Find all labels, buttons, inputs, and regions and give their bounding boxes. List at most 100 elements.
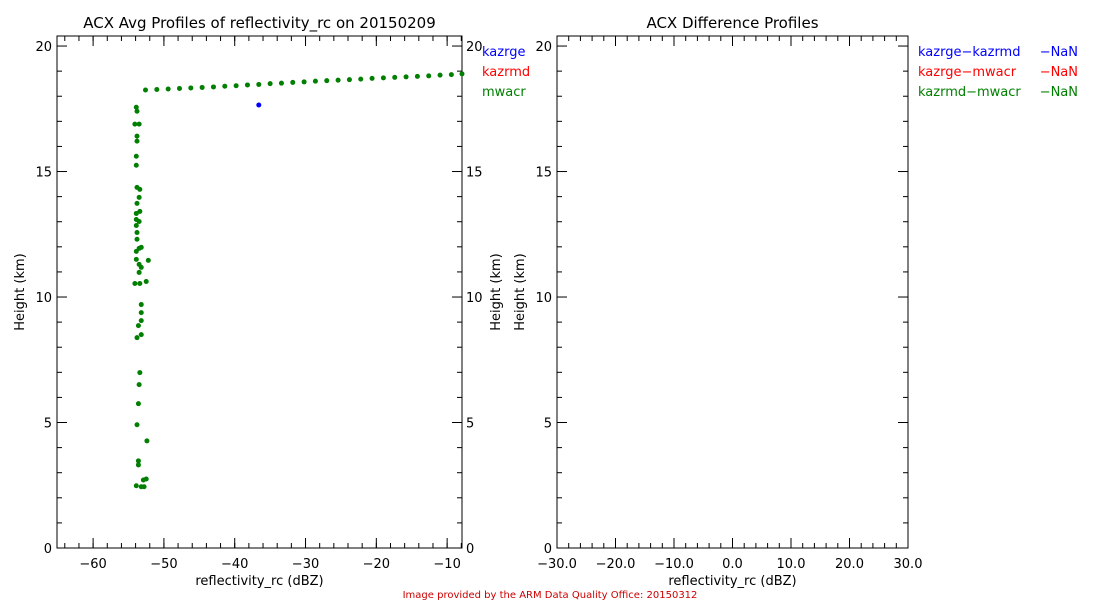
data-point: [256, 102, 262, 108]
data-point: [136, 269, 142, 275]
data-point: [136, 382, 142, 388]
x-tick-label: −50: [150, 557, 177, 572]
data-point: [437, 72, 443, 78]
data-point: [138, 302, 144, 308]
data-point: [290, 79, 296, 85]
data-point: [312, 78, 318, 84]
data-point: [134, 230, 140, 236]
data-point: [138, 318, 144, 324]
data-point: [233, 83, 239, 89]
data-point: [222, 83, 228, 89]
x-tick-label: −20.0: [596, 557, 636, 572]
legend-entry: kazrmd: [482, 65, 530, 80]
data-point: [132, 121, 138, 127]
x-axis-label: reflectivity_rc (dBZ): [668, 574, 796, 589]
data-point: [134, 133, 140, 139]
data-point: [141, 484, 147, 490]
data-point: [133, 222, 139, 228]
data-point: [143, 278, 149, 284]
chart-panel-2: ACX Difference Profiles −30.0 −20.0 −10.0 0.…: [513, 14, 1078, 589]
y-axis-label-right: Height (km): [489, 253, 504, 330]
data-point: [138, 332, 144, 338]
chart-title: ACX Difference Profiles: [646, 14, 818, 32]
legend-entry: kazrmd−mwacr: [918, 85, 1021, 100]
legend-entry: kazrge: [482, 45, 525, 60]
y-tick-label-right: 20: [466, 40, 483, 55]
data-point: [135, 458, 141, 464]
plot-frame: [556, 35, 909, 549]
data-point: [134, 138, 140, 144]
data-point: [403, 74, 409, 80]
x-axis-label: reflectivity_rc (dBZ): [195, 574, 323, 589]
data-point: [136, 218, 142, 224]
data-point: [278, 80, 284, 86]
data-point: [137, 186, 143, 192]
y-tick-label: 5: [544, 417, 552, 432]
y-tick-label: 20: [535, 40, 552, 55]
y-tick-label: 10: [35, 291, 52, 306]
data-point: [133, 162, 139, 168]
legend-entry: kazrge−mwacr: [918, 65, 1017, 80]
y-tick-label: 0: [544, 542, 552, 557]
legend-value: −NaN: [1040, 65, 1078, 80]
legend-entry: kazrge−kazrmd: [918, 45, 1020, 60]
x-tick-label: 10.0: [777, 557, 806, 572]
y-tick-label: 10: [535, 291, 552, 306]
data-point: [448, 72, 454, 78]
series-mwacr: [132, 71, 465, 490]
x-tick-label: −30.0: [537, 557, 577, 572]
data-point: [154, 86, 160, 92]
data-point: [199, 84, 205, 90]
data-point: [426, 73, 432, 79]
y-axis-label: Height (km): [513, 253, 528, 330]
data-point: [133, 256, 139, 262]
data-point: [414, 73, 420, 79]
y-tick-label: 15: [535, 166, 552, 181]
y-tick-label-right: 15: [466, 166, 483, 181]
data-point: [136, 121, 142, 127]
legend-value: −NaN: [1040, 45, 1078, 60]
data-point: [135, 323, 141, 329]
data-point: [301, 79, 307, 85]
data-point: [134, 200, 140, 206]
x-tick-label: 20.0: [835, 557, 864, 572]
data-point: [134, 108, 140, 114]
data-point: [132, 280, 138, 286]
data-point: [267, 81, 273, 87]
data-point: [135, 462, 141, 468]
data-point: [324, 78, 330, 84]
data-point: [380, 75, 386, 81]
y-tick-label: 15: [35, 166, 52, 181]
x-tick-label: −60: [79, 557, 106, 572]
legend-entry: mwacr: [482, 85, 526, 100]
y-axis-label: Height (km): [13, 253, 28, 330]
data-point: [133, 153, 139, 159]
data-point: [140, 477, 146, 483]
data-point: [138, 244, 144, 250]
data-point: [136, 194, 142, 200]
data-point: [143, 87, 149, 93]
x-tick-label: −40: [221, 557, 248, 572]
x-tick-label: −30: [292, 557, 319, 572]
data-point: [134, 236, 140, 242]
x-tick-label: −10.0: [654, 557, 694, 572]
data-point: [358, 76, 364, 82]
x-tick-label: 30.0: [894, 557, 923, 572]
data-point: [392, 74, 398, 80]
y-tick-label-right: 0: [466, 542, 474, 557]
x-tick-label: −20: [363, 557, 390, 572]
data-point: [165, 86, 171, 92]
y-tick-label: 5: [44, 417, 52, 432]
data-point: [134, 422, 140, 428]
legend-value: −NaN: [1040, 85, 1078, 100]
data-point: [346, 77, 352, 83]
chart-panel-1: ACX Avg Profiles of reflectivity_rc on 2…: [13, 14, 530, 589]
data-point: [459, 71, 465, 77]
data-point: [145, 257, 151, 263]
data-point: [137, 370, 143, 376]
data-point: [188, 85, 194, 91]
y-tick-label-right: 5: [466, 417, 474, 432]
data-point: [137, 280, 143, 286]
data-point: [133, 483, 139, 489]
